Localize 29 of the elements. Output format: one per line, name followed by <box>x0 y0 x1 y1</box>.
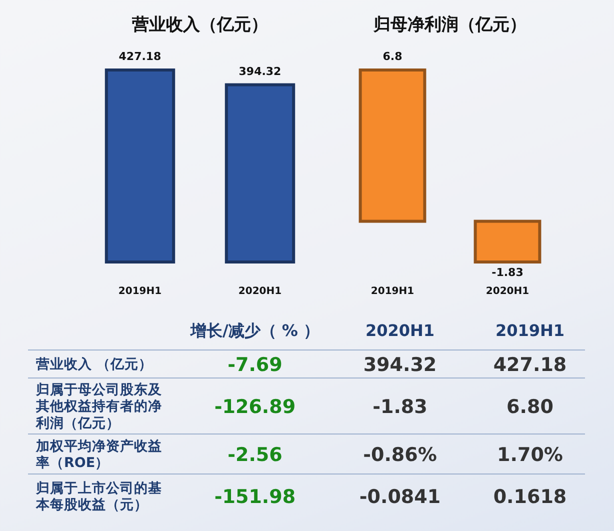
data-label: 394.32 <box>238 64 282 78</box>
data-label: -7.69 <box>228 354 282 376</box>
data-label: 0.1618 <box>493 486 567 508</box>
x-tick-label: 2020H1 <box>238 286 282 297</box>
y-tick-label: 营业收入 （亿元） <box>35 356 153 373</box>
data-label: 427.18 <box>118 50 162 63</box>
data-label: 6.8 <box>382 50 402 63</box>
data-label: -126.89 <box>214 396 296 418</box>
x-tick-label: 2020H1 <box>486 286 530 297</box>
x-tick-label: 2019H1 <box>118 286 162 297</box>
x-tick-label: 增长/减少（ % ） <box>189 321 320 340</box>
x-tick-label: 2019H1 <box>370 286 414 297</box>
y-tick-label: 归属于母公司股东及其他权益持有者的净利润（亿元） <box>35 380 163 432</box>
data-label: 1.70% <box>497 444 563 466</box>
y-tick-label: 归属于上市公司的基本每股收益（元） <box>35 479 162 514</box>
x-tick-label: 2019H1 <box>495 321 565 340</box>
data-label: -1.83 <box>372 396 428 418</box>
data-label: -0.86% <box>363 444 437 466</box>
data-label: 6.80 <box>506 396 554 418</box>
chart-title: 营业收入（亿元） <box>131 15 268 35</box>
data-label: -151.98 <box>214 486 296 508</box>
data-label: 394.32 <box>363 354 437 376</box>
data-label: 427.18 <box>493 354 567 376</box>
data-label: -1.83 <box>492 266 524 279</box>
y-tick-label: 加权平均净资产收益率（ROE） <box>35 437 162 472</box>
chart-title: 归母净利润（亿元） <box>372 15 526 35</box>
x-tick-label: 2020H1 <box>365 321 435 340</box>
data-label: -0.0841 <box>359 486 441 508</box>
data-label: -2.56 <box>228 444 282 466</box>
